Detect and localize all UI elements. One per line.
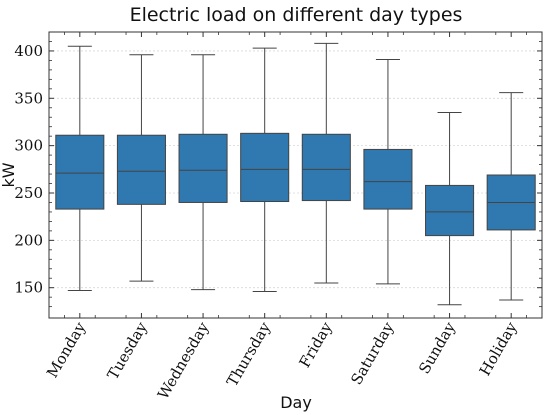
iqr-box: [301, 133, 351, 202]
x-tick-label: Sunday: [415, 319, 459, 377]
box-wednesday: [178, 54, 228, 291]
x-tick-label: Tuesday: [104, 319, 151, 383]
box-sunday: [425, 111, 475, 306]
y-tick-label: 200: [14, 231, 43, 249]
x-tick-label: Holiday: [476, 319, 521, 379]
x-tick-label: Saturday: [347, 319, 397, 388]
box-tuesday: [116, 54, 166, 282]
y-tick-label: 400: [14, 42, 43, 60]
iqr-box: [116, 134, 166, 205]
y-axis-label: kW: [0, 162, 18, 187]
y-tick-label: 150: [14, 279, 43, 297]
plot-frame: [48, 31, 543, 319]
y-tick-label: 250: [14, 184, 43, 202]
iqr-box: [240, 132, 290, 203]
iqr-box: [425, 184, 475, 237]
x-axis-label: Day: [280, 393, 312, 412]
box-holiday: [486, 92, 536, 301]
x-tick-label: Wednesday: [154, 319, 213, 403]
x-tick-label: Thursday: [223, 319, 274, 390]
box-friday: [301, 42, 351, 284]
boxes: [55, 42, 536, 306]
y-tick-label: 350: [14, 89, 43, 107]
box-thursday: [240, 47, 290, 292]
box-saturday: [363, 58, 413, 285]
x-tick-label: Friday: [295, 319, 336, 371]
box-monday: [55, 45, 105, 292]
chart-title: Electric load on different day types: [130, 4, 463, 26]
x-tick-label: Monday: [43, 319, 89, 381]
y-tick-label: 300: [14, 137, 43, 155]
iqr-box: [363, 148, 413, 210]
iqr-box: [178, 133, 228, 203]
iqr-box: [55, 134, 105, 210]
